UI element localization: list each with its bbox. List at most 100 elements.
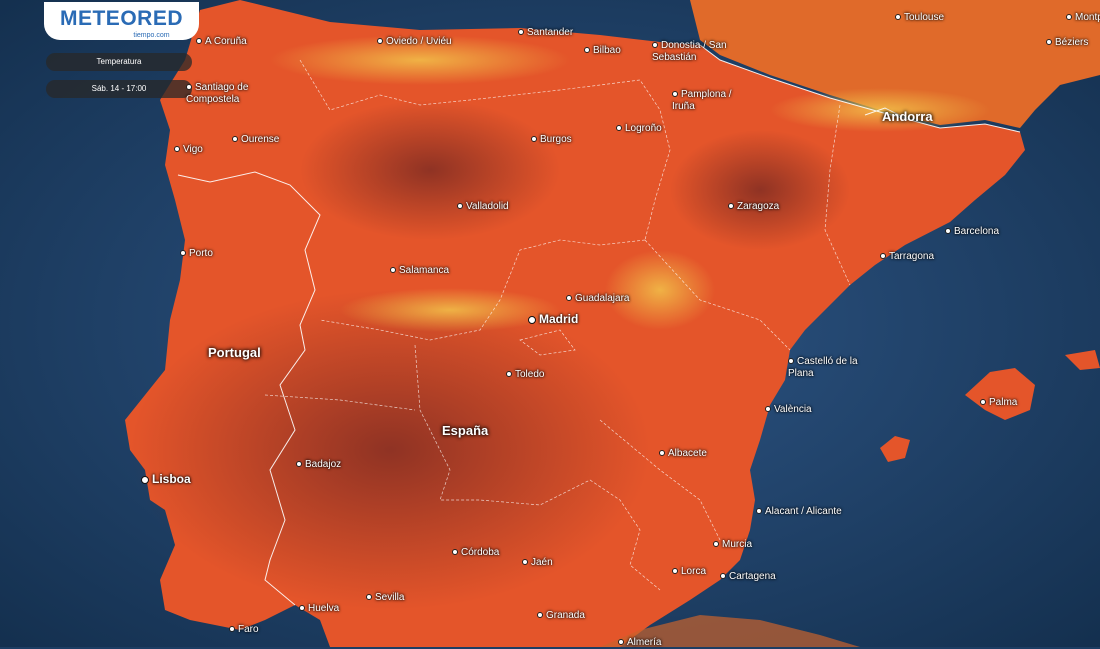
brand-sub: tiempo.com <box>133 32 170 39</box>
mallorca <box>965 368 1035 420</box>
city-dot-icon <box>728 203 734 210</box>
city-marker[interactable]: Murcia <box>713 539 752 551</box>
region-border <box>599 419 721 541</box>
city-marker-capital[interactable]: Lisboa <box>141 473 191 485</box>
city-marker[interactable]: Huelva <box>299 603 339 615</box>
region-border <box>519 329 576 356</box>
city-marker[interactable]: Palma <box>980 397 1017 409</box>
city-dot-icon <box>788 358 794 365</box>
city-marker[interactable]: Montp <box>1066 12 1100 24</box>
city-marker[interactable]: Alacant / Alicante <box>756 506 842 518</box>
city-dot-icon <box>186 84 192 91</box>
city-marker[interactable]: Santiago de Compostela <box>186 82 249 105</box>
city-marker[interactable]: Valladolid <box>457 201 509 213</box>
meteored-logo[interactable]: METEORED tiempo.com <box>44 2 199 40</box>
city-dot-icon <box>299 605 305 612</box>
region-border <box>319 239 646 341</box>
city-marker[interactable]: Oviedo / Uviéu <box>377 36 452 48</box>
city-dot-icon <box>377 38 383 45</box>
city-marker[interactable]: Lorca <box>672 566 706 578</box>
region-border <box>299 59 671 241</box>
city-dot-icon <box>895 14 901 21</box>
city-marker[interactable]: Guadalajara <box>566 293 629 305</box>
city-dot-icon <box>1066 14 1072 21</box>
city-marker[interactable]: Cartagena <box>720 571 776 583</box>
city-dot-icon <box>452 549 458 556</box>
city-dot-icon <box>616 125 622 132</box>
city-dot-icon <box>584 47 590 54</box>
city-marker[interactable]: Zaragoza <box>728 201 779 213</box>
city-dot-icon <box>229 626 235 633</box>
city-marker[interactable]: Salamanca <box>390 265 449 277</box>
region-border <box>644 239 791 351</box>
city-marker[interactable]: Béziers <box>1046 37 1088 49</box>
city-dot-icon <box>457 203 463 210</box>
city-marker[interactable]: Pamplona / Iruña <box>672 89 732 112</box>
city-dot-icon <box>659 450 665 457</box>
city-marker[interactable]: Castelló de la Plana <box>788 356 858 379</box>
city-marker[interactable]: Granada <box>537 610 585 622</box>
country-label-espana: España <box>442 423 489 438</box>
city-marker[interactable]: Burgos <box>531 134 572 146</box>
time-selector[interactable]: Sáb. 14 - 17:00 <box>46 80 192 98</box>
city-marker[interactable]: Santander <box>518 27 573 39</box>
city-dot-icon <box>537 612 543 619</box>
city-marker[interactable]: Badajoz <box>296 459 341 471</box>
country-label-portugal: Portugal <box>208 345 261 360</box>
city-dot-icon <box>880 253 886 260</box>
france-border <box>699 44 1021 133</box>
city-marker[interactable]: Vigo <box>174 144 203 156</box>
layer-selector[interactable]: Temperatura <box>46 53 192 71</box>
city-marker[interactable]: Bilbao <box>584 45 621 57</box>
city-dot-icon <box>506 371 512 378</box>
city-marker[interactable]: Logroño <box>616 123 662 135</box>
city-marker[interactable]: Donostia / San Sebastián <box>652 40 727 63</box>
city-dot-icon <box>980 399 986 406</box>
city-dot-icon <box>390 267 396 274</box>
city-dot-icon <box>232 136 238 143</box>
africa-coast <box>600 615 860 647</box>
city-marker[interactable]: Córdoba <box>452 547 499 559</box>
city-dot-icon <box>296 461 302 468</box>
city-marker[interactable]: Porto <box>180 248 213 260</box>
city-dot-icon <box>672 568 678 575</box>
city-dot-icon <box>196 38 202 45</box>
city-marker[interactable]: Faro <box>229 624 259 636</box>
region-border <box>824 104 851 286</box>
region-border <box>264 394 416 411</box>
capital-dot-icon <box>528 315 536 324</box>
ibiza <box>880 436 910 462</box>
andorra-border <box>864 107 906 119</box>
city-dot-icon <box>366 594 372 601</box>
city-dot-icon <box>518 29 524 36</box>
city-dot-icon <box>522 559 528 566</box>
city-marker-capital[interactable]: Madrid <box>528 313 578 325</box>
city-marker[interactable]: Jaén <box>522 557 553 569</box>
france-landmass <box>690 0 1100 128</box>
city-dot-icon <box>531 136 537 143</box>
city-dot-icon <box>945 228 951 235</box>
menorca <box>1065 350 1100 370</box>
city-dot-icon <box>713 541 719 548</box>
city-marker[interactable]: Almería <box>618 637 661 649</box>
city-marker[interactable]: Ourense <box>232 134 279 146</box>
city-marker[interactable]: Toulouse <box>895 12 944 24</box>
city-dot-icon <box>672 91 678 98</box>
city-marker[interactable]: València <box>765 404 812 416</box>
country-label-andorra: Andorra <box>882 109 933 124</box>
portugal-border <box>177 171 321 606</box>
city-dot-icon <box>566 295 572 302</box>
city-marker[interactable]: Tarragona <box>880 251 934 263</box>
city-dot-icon <box>765 406 771 413</box>
city-marker[interactable]: A Coruña <box>196 36 247 48</box>
city-marker[interactable]: Albacete <box>659 448 707 460</box>
city-marker[interactable]: Sevilla <box>366 592 404 604</box>
city-dot-icon <box>618 639 624 646</box>
city-dot-icon <box>720 573 726 580</box>
city-marker[interactable]: Toledo <box>506 369 544 381</box>
brand-name: METEORED <box>59 7 183 30</box>
city-marker[interactable]: Barcelona <box>945 226 999 238</box>
city-dot-icon <box>652 42 658 49</box>
city-dot-icon <box>174 146 180 153</box>
